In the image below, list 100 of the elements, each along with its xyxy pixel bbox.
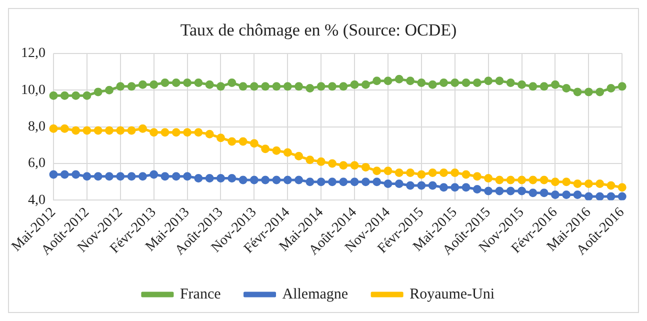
point [294,176,304,184]
point [417,181,426,190]
point [183,78,192,88]
y-tick-label: 10,0 [21,82,46,98]
point [283,148,292,157]
point [394,179,404,188]
point [406,76,415,86]
point [116,82,125,91]
point [428,80,437,89]
point [528,188,538,198]
point [306,84,314,93]
point [116,126,125,135]
point [417,78,426,88]
y-tick-label: 12,0 [21,46,46,62]
point [172,78,180,88]
point [462,170,470,179]
point [150,170,158,179]
point [550,190,560,199]
y-tick-label: 4,0 [28,192,46,208]
point [618,82,626,91]
point [550,178,560,186]
point [150,128,158,137]
point [506,176,515,184]
point [495,176,504,184]
point [618,183,626,192]
point [484,76,493,86]
point [116,172,125,181]
point [205,80,214,89]
point [562,84,571,93]
point [194,174,203,182]
point [238,176,248,184]
point [82,172,92,181]
point [306,178,314,186]
point [238,82,248,91]
point [384,76,392,86]
point [228,78,236,88]
point [540,188,548,198]
point [584,179,593,188]
point [49,170,58,179]
point [350,178,359,186]
y-tick-label: 6,0 [28,156,46,172]
point [316,178,326,186]
point [428,168,437,177]
legend-label: Allemagne [282,286,348,302]
point [339,82,348,91]
point [283,176,292,184]
point [160,78,170,88]
point [550,80,560,89]
point [606,192,616,200]
point [584,88,593,96]
point [261,176,270,184]
point [306,156,314,164]
point [462,183,470,192]
point [506,78,515,88]
point [495,186,504,196]
point [216,174,225,182]
point [238,137,248,146]
point [606,181,616,190]
point [450,183,460,192]
point [328,178,336,186]
point [183,128,192,137]
point [316,157,326,166]
point [283,82,292,91]
point [372,166,382,176]
point [49,124,58,133]
point [495,76,504,86]
point [339,178,348,186]
point [439,78,448,88]
point [316,82,326,91]
point [472,78,482,88]
point [94,172,102,181]
point [205,174,214,182]
point [484,174,493,182]
point [372,76,382,86]
point [584,192,593,200]
point [328,159,336,168]
point [60,124,69,133]
point [228,174,236,182]
point [183,172,192,181]
point [194,128,203,137]
point [384,179,392,188]
point [439,168,448,177]
point [94,88,102,96]
point [104,86,114,94]
point [384,166,392,176]
point [606,84,616,93]
point [138,124,147,133]
point [562,178,571,186]
point [428,181,437,190]
point [250,139,258,148]
point [361,162,370,172]
point [540,82,548,91]
point [150,80,158,89]
point [596,192,604,200]
point [506,186,515,196]
point [72,91,80,100]
point [528,176,538,184]
point [138,172,147,181]
point [361,178,370,186]
point [138,80,147,89]
